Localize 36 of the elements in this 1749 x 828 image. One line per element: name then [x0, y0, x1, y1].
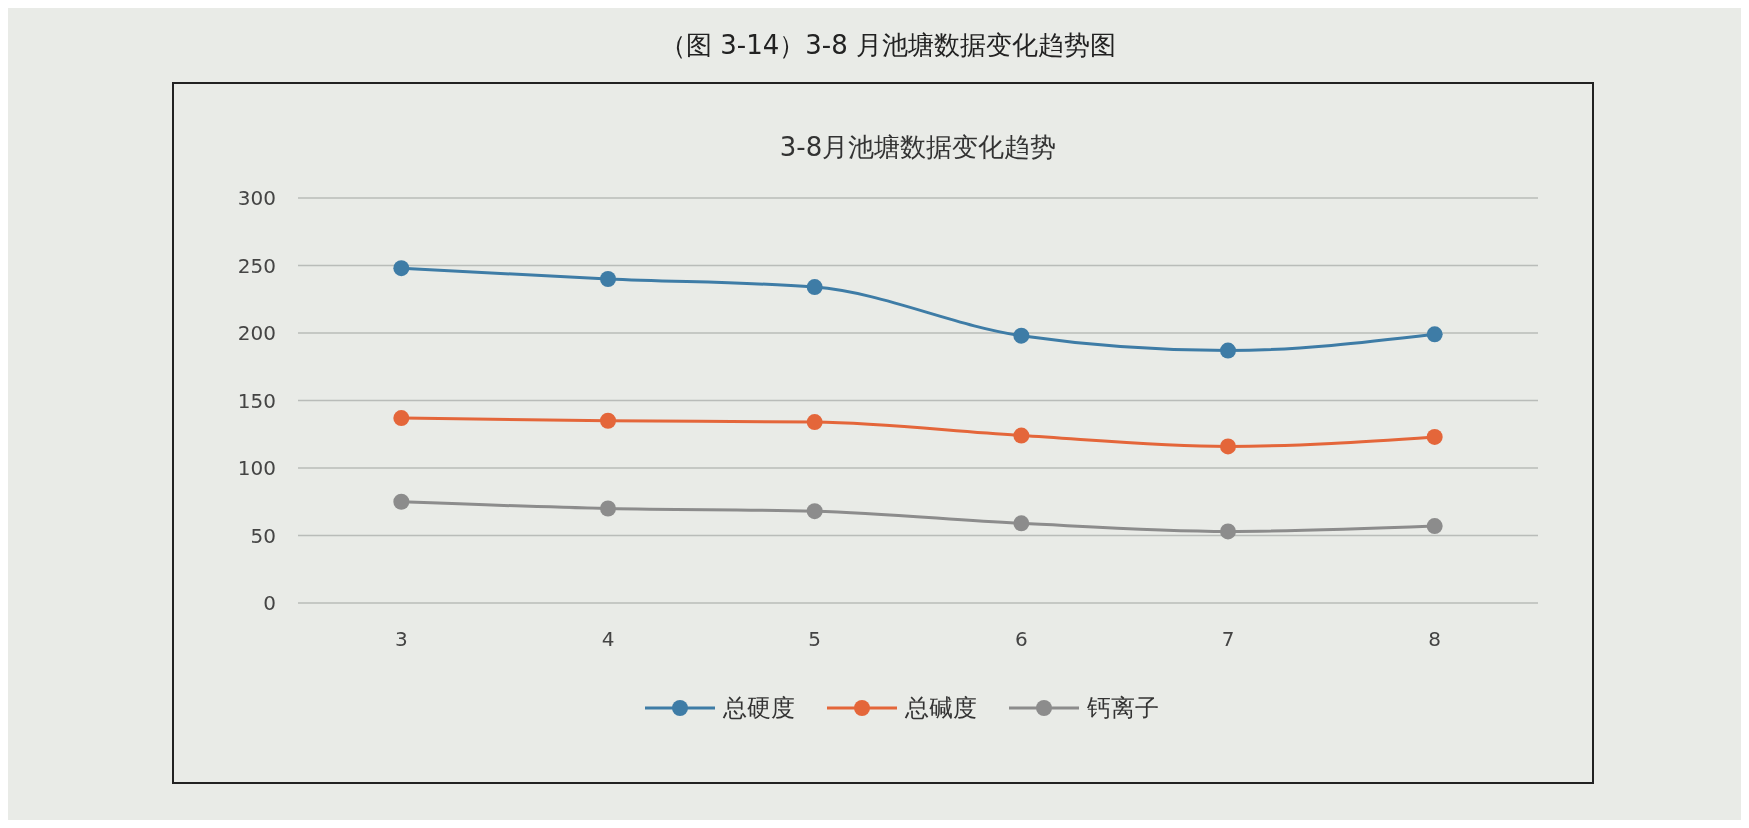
point — [600, 271, 616, 287]
point — [806, 279, 823, 296]
legend-label: 钙离子 — [1086, 694, 1159, 722]
point — [393, 410, 410, 427]
point — [393, 493, 410, 510]
point — [1426, 326, 1443, 343]
point — [393, 260, 410, 277]
point — [1220, 342, 1236, 359]
point — [1013, 327, 1030, 344]
x-tick-label: 8 — [1428, 627, 1442, 651]
point — [600, 412, 616, 429]
y-tick-label: 100 — [237, 456, 276, 480]
y-tick-label: 50 — [250, 523, 276, 548]
y-tick-label: 250 — [237, 253, 276, 278]
point — [1426, 428, 1443, 445]
x-tick-label: 4 — [601, 627, 615, 651]
legend-label: 总碱度 — [904, 694, 977, 722]
point — [600, 500, 616, 517]
x-tick-label: 7 — [1221, 627, 1235, 651]
x-tick-label: 3 — [394, 627, 408, 651]
y-tick-label: 150 — [237, 388, 276, 413]
point — [1426, 518, 1443, 535]
point — [1013, 515, 1030, 532]
point — [1220, 438, 1236, 455]
y-tick-label: 200 — [237, 321, 276, 345]
point — [1220, 523, 1236, 540]
point — [806, 414, 823, 431]
x-tick-label: 5 — [808, 627, 822, 651]
text: （图 3-14）3-8 月池塘数据变化趋势图 — [659, 30, 1117, 60]
y-tick-label: 0 — [263, 591, 276, 615]
point — [806, 503, 823, 520]
point — [1013, 427, 1030, 444]
legend-label: 总硬度 — [722, 694, 795, 722]
x-tick-label: 6 — [1014, 627, 1028, 651]
y-tick-label: 300 — [237, 186, 276, 210]
chart-title: 3-8月池塘数据变化趋势 — [779, 132, 1057, 162]
